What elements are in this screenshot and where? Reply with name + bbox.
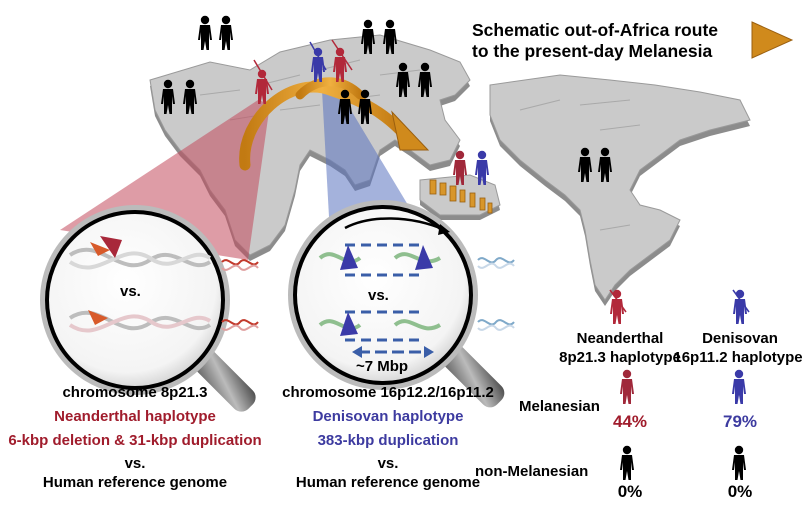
- col2-header-line-1: Denisovan: [702, 330, 778, 347]
- denisovan-variant: 383-kbp duplication: [317, 432, 459, 449]
- non-melanesian-denisovan-pct: 0%: [727, 482, 753, 501]
- melanesia-islands: [429, 179, 493, 214]
- denisovan-reference: Human reference genome: [295, 474, 481, 491]
- dna-helix-top: [68, 247, 212, 270]
- neanderthal-vs-label: vs.: [120, 283, 141, 300]
- non-melanesian-figure-1: [620, 445, 634, 480]
- denisovan-chromosome: chromosome 16p12.2/16p11.2: [282, 384, 494, 401]
- melanesian-neanderthal-figure: [620, 369, 634, 404]
- route-arrow-legend-icon: [751, 21, 794, 59]
- denisovan-hunter: [309, 41, 327, 82]
- col1-header-line-2: 8p21.3 haplotype: [559, 349, 681, 366]
- row-melanesian-label: Melanesian: [519, 398, 600, 415]
- row-non-melanesian-label: non-Melanesian: [475, 463, 589, 480]
- non-melanesian-neanderthal-pct: 0%: [617, 482, 643, 501]
- melanesian-neanderthal-pct: 44%: [612, 412, 648, 431]
- neanderthal-reference: Human reference genome: [42, 474, 228, 491]
- mini-helix: [221, 259, 259, 266]
- size-label: ~7 Mbp: [356, 358, 408, 375]
- col2-header-line-2: 16p11.2 haplotype: [673, 349, 803, 366]
- neanderthal-variant: 6-kbp deletion & 31-kbp duplication: [8, 432, 262, 449]
- americas: [489, 74, 751, 301]
- neanderthal-haplotype: Neanderthal haplotype: [54, 408, 216, 425]
- denisovan-vs-label: vs.: [368, 287, 389, 304]
- neanderthal-magnifier: [40, 205, 256, 412]
- neanderthal-vs: vs.: [124, 455, 146, 472]
- title-line-2: to the present-day Melanesia: [472, 41, 713, 61]
- neanderthal-hunters: [253, 39, 353, 104]
- denisovan-magnifier: [288, 200, 505, 408]
- melanesian-denisovan-figure: [732, 369, 746, 404]
- non-melanesian-figure-2: [732, 445, 746, 480]
- neanderthal-header-figure: [609, 289, 627, 324]
- denisovan-haplotype: Denisovan haplotype: [312, 408, 464, 425]
- title-line-1: Schematic out-of-Africa route: [472, 20, 718, 40]
- melanesian-denisovan-pct: 79%: [722, 412, 758, 431]
- route-arrow: [239, 77, 430, 171]
- denisovan-vs: vs.: [377, 455, 399, 472]
- col1-header-line-1: Neanderthal: [576, 330, 664, 347]
- denisovan-header-figure: [732, 289, 750, 324]
- neanderthal-chromosome: chromosome 8p21.3: [62, 384, 208, 401]
- denisovan-beam: [322, 90, 420, 235]
